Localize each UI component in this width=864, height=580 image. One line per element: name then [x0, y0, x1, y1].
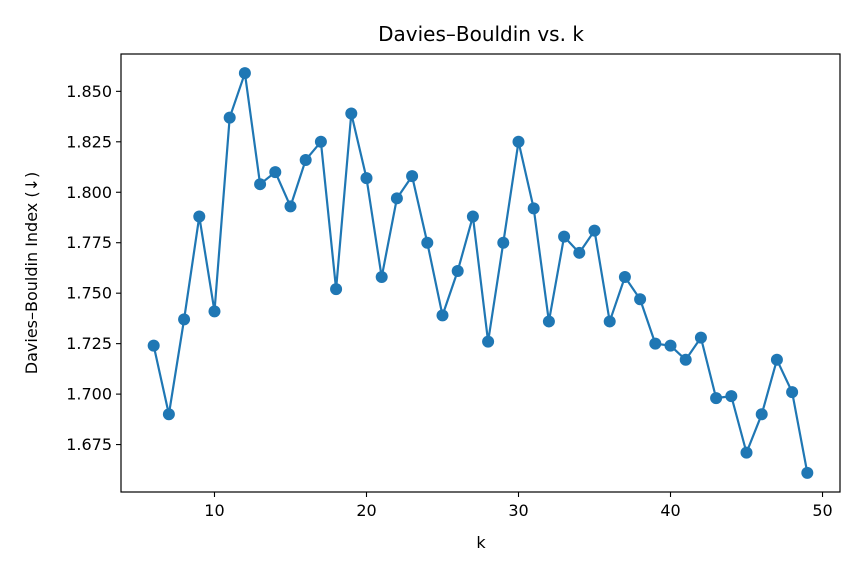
data-point	[558, 230, 571, 243]
data-point	[147, 339, 160, 352]
data-point	[254, 178, 267, 191]
data-point	[330, 283, 343, 296]
data-point	[223, 111, 236, 124]
data-point	[755, 408, 768, 421]
data-point	[360, 172, 373, 185]
data-point	[664, 339, 677, 352]
data-point	[390, 192, 403, 205]
data-point	[603, 315, 616, 328]
y-tick-label: 1.675	[66, 435, 112, 454]
x-tick-label: 50	[812, 501, 832, 520]
data-point	[284, 200, 297, 213]
x-tick-label: 20	[356, 501, 376, 520]
data-point	[649, 337, 662, 350]
data-point	[162, 408, 175, 421]
data-point	[421, 236, 434, 249]
data-point	[573, 246, 586, 259]
y-tick-label: 1.725	[66, 334, 112, 353]
data-point	[345, 107, 358, 120]
data-point	[710, 392, 723, 405]
data-point	[694, 331, 707, 344]
y-axis-label: Davies–Bouldin Index (↓)	[22, 172, 41, 374]
y-tick-label: 1.775	[66, 233, 112, 252]
x-tick-label: 10	[204, 501, 224, 520]
data-point	[269, 166, 282, 179]
data-point	[208, 305, 221, 318]
x-tick-label: 30	[508, 501, 528, 520]
y-tick-label: 1.800	[66, 183, 112, 202]
data-point	[512, 135, 525, 148]
data-point	[406, 170, 419, 183]
data-point	[527, 202, 540, 215]
data-point	[542, 315, 555, 328]
data-point	[588, 224, 601, 237]
data-point	[375, 271, 388, 284]
data-series	[147, 67, 814, 479]
y-axis-ticks: 1.675 1.700 1.725 1.750 1.775 1.800 1.825 1.850	[66, 82, 121, 454]
data-point	[466, 210, 479, 223]
data-point	[618, 271, 631, 284]
plot-area-frame	[120, 53, 841, 493]
data-point	[193, 210, 206, 223]
data-point	[679, 353, 692, 366]
data-point	[178, 313, 191, 326]
data-point	[497, 236, 510, 249]
y-tick-label: 1.850	[66, 82, 112, 101]
data-point	[314, 135, 327, 148]
data-point	[740, 446, 753, 459]
data-point	[238, 67, 251, 80]
x-axis-ticks: 10 20 30 40 50	[204, 492, 833, 520]
data-point	[299, 153, 312, 166]
y-tick-label: 1.750	[66, 284, 112, 303]
data-point	[634, 293, 647, 306]
data-point	[436, 309, 449, 322]
chart-title: Davies–Bouldin vs. k	[378, 22, 584, 46]
data-point	[725, 390, 738, 403]
data-point	[482, 335, 495, 348]
data-point	[451, 264, 464, 277]
y-tick-label: 1.700	[66, 385, 112, 404]
data-point	[786, 386, 799, 399]
y-tick-label: 1.825	[66, 132, 112, 151]
data-point	[801, 466, 814, 479]
data-point	[770, 353, 783, 366]
x-axis-label: k	[476, 533, 486, 552]
x-tick-label: 40	[660, 501, 680, 520]
